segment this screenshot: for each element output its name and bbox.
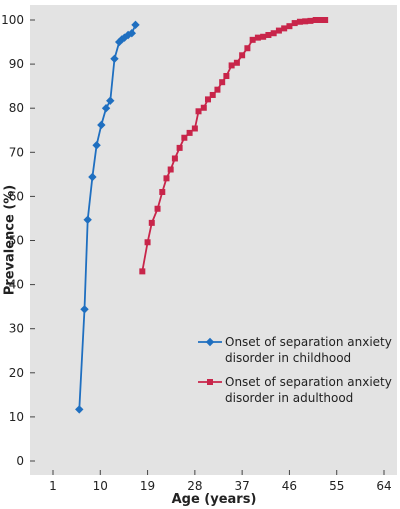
data-point	[265, 31, 272, 38]
data-point	[233, 59, 240, 66]
data-point	[275, 27, 282, 34]
data-point	[154, 205, 161, 212]
x-tick-label: 28	[187, 479, 202, 493]
data-point	[214, 86, 221, 93]
y-tick-label: 50	[9, 234, 24, 248]
x-axis-title: Age (years)	[172, 492, 257, 507]
data-point	[322, 17, 329, 23]
data-point	[123, 30, 133, 40]
y-tick-label: 40	[9, 278, 24, 292]
y-tick-label: 10	[9, 410, 24, 424]
data-point	[88, 172, 97, 182]
data-point	[228, 62, 235, 69]
y-tick-label: 100	[1, 13, 24, 27]
data-point	[159, 188, 166, 195]
data-point	[249, 36, 256, 43]
series-layer	[75, 17, 329, 414]
data-point	[148, 219, 155, 226]
x-tick-label: 37	[235, 479, 250, 493]
x-tick-label: 19	[140, 479, 155, 493]
x-axis: 1 10 19 28 37 46 55 64	[49, 470, 392, 493]
legend-label: Onset of separation anxiety	[225, 335, 392, 349]
y-axis: 0 10 20 30 40 50 60 70 80 90 100	[1, 13, 35, 468]
data-point	[127, 29, 137, 38]
data-point	[186, 129, 193, 136]
x-tick-label: 46	[282, 479, 297, 493]
data-point	[296, 18, 303, 25]
data-point	[195, 108, 202, 115]
data-point	[281, 25, 288, 32]
data-point	[171, 155, 178, 162]
data-point	[244, 45, 251, 52]
legend-label: disorder in childhood	[225, 351, 351, 365]
y-tick-label: 0	[16, 454, 24, 468]
legend-item: Onset of separation anxiety disorder in a…	[198, 375, 392, 405]
data-point	[223, 73, 230, 80]
data-point	[181, 134, 188, 141]
y-tick-label: 60	[9, 189, 24, 203]
data-point	[307, 17, 314, 24]
legend: Onset of separation anxiety disorder in c…	[198, 335, 392, 405]
data-point	[191, 125, 198, 132]
x-tick-label: 10	[93, 479, 108, 493]
data-point	[291, 20, 298, 27]
legend-label: Onset of separation anxiety	[225, 375, 392, 389]
data-point	[270, 30, 277, 37]
data-point	[260, 33, 267, 40]
legend-marker	[205, 337, 215, 347]
data-point	[139, 268, 146, 275]
legend-label: disorder in adulthood	[225, 391, 353, 405]
data-point	[302, 18, 309, 25]
data-point	[176, 144, 183, 151]
data-point	[167, 166, 174, 173]
data-point	[80, 305, 89, 314]
data-point	[144, 239, 151, 246]
legend-item: Onset of separation anxiety disorder in c…	[198, 335, 392, 365]
data-point	[200, 104, 207, 111]
data-point	[163, 175, 170, 182]
data-point	[317, 17, 324, 23]
series-1	[139, 17, 329, 275]
data-point	[101, 104, 111, 113]
y-tick-label: 20	[9, 366, 24, 380]
y-axis-title: Prevalence (%)	[3, 185, 18, 296]
data-point	[312, 17, 319, 23]
y-tick-label: 30	[9, 322, 24, 336]
legend-marker	[207, 379, 213, 385]
data-point	[92, 141, 101, 150]
plot-background	[30, 5, 397, 475]
data-point	[83, 215, 92, 224]
data-point	[286, 23, 293, 30]
series-0	[75, 20, 140, 414]
data-point	[254, 34, 261, 41]
data-point	[75, 405, 84, 414]
data-point	[131, 20, 140, 30]
data-point	[97, 120, 106, 130]
y-tick-label: 80	[9, 101, 24, 115]
data-point	[110, 54, 119, 64]
data-point	[209, 91, 216, 98]
data-point	[239, 52, 246, 59]
data-point	[115, 37, 124, 47]
data-point	[204, 96, 211, 103]
x-tick-label: 64	[376, 479, 391, 493]
x-tick-label: 55	[329, 479, 344, 493]
data-point	[106, 96, 115, 105]
y-tick-label: 70	[9, 145, 24, 159]
y-tick-label: 90	[9, 57, 24, 71]
data-point	[219, 79, 226, 86]
data-point	[117, 35, 127, 44]
x-tick-label: 1	[49, 479, 57, 493]
